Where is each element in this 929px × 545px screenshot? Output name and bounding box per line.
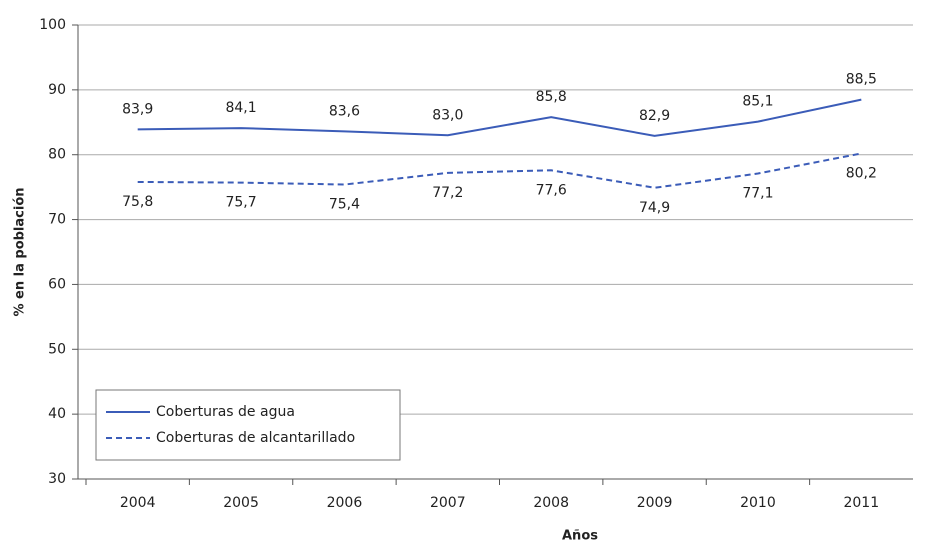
data-label: 83,9 <box>122 101 153 117</box>
x-tick-label: 2010 <box>740 495 776 511</box>
y-tick-label: 60 <box>48 276 66 292</box>
data-label: 83,0 <box>432 107 463 123</box>
data-label: 77,6 <box>536 182 567 198</box>
data-label: 83,6 <box>329 103 360 119</box>
legend-box <box>95 389 401 461</box>
x-tick-label: 2008 <box>533 495 569 511</box>
x-tick-label: 2009 <box>637 495 673 511</box>
legend-label: Coberturas de agua <box>156 404 295 420</box>
legend-label: Coberturas de alcantarillado <box>156 430 355 446</box>
data-label: 80,2 <box>846 165 877 181</box>
y-tick-label: 30 <box>48 471 66 487</box>
data-label: 84,1 <box>225 100 256 116</box>
series-line <box>137 152 862 189</box>
data-label: 75,8 <box>122 194 153 210</box>
data-label: 88,5 <box>846 72 877 88</box>
y-tick-label: 50 <box>48 341 66 357</box>
x-tick-label: 2004 <box>120 495 156 511</box>
data-label: 74,9 <box>639 200 670 216</box>
data-label: 77,1 <box>742 186 773 202</box>
data-label: 75,7 <box>225 195 256 211</box>
y-tick-label: 80 <box>48 147 66 163</box>
x-tick-label: 2011 <box>843 495 879 511</box>
data-label: 85,8 <box>536 89 567 105</box>
y-tick-label: 100 <box>39 17 66 33</box>
y-tick-label: 90 <box>48 82 66 98</box>
y-tick-label: 40 <box>48 406 66 422</box>
x-axis-label: Años <box>562 529 598 544</box>
x-tick-label: 2005 <box>223 495 259 511</box>
y-axis-label: % en la población <box>13 187 28 316</box>
data-label: 77,2 <box>432 185 463 201</box>
y-tick-label: 70 <box>48 212 66 228</box>
data-label: 82,9 <box>639 108 670 124</box>
x-tick-label: 2006 <box>327 495 363 511</box>
data-label: 75,4 <box>329 197 360 213</box>
series-line <box>137 98 862 137</box>
data-label: 85,1 <box>742 94 773 110</box>
x-tick-label: 2007 <box>430 495 466 511</box>
